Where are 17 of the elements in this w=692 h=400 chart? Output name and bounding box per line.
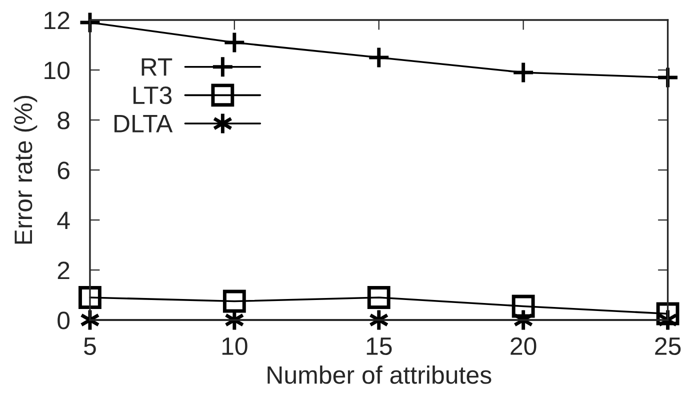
y-axis-title: Error rate (%) bbox=[14, 96, 38, 244]
x-axis-title: Number of attributes bbox=[268, 366, 492, 384]
y-tick-label: 12 bbox=[44, 12, 70, 30]
legend-label: RT bbox=[142, 58, 172, 76]
y-tick-label: 2 bbox=[58, 262, 70, 280]
x-tick-label: 10 bbox=[222, 337, 248, 356]
x-tick-label: 25 bbox=[655, 337, 681, 356]
legend-label: LT3 bbox=[133, 86, 172, 104]
x-tick-label: 20 bbox=[510, 337, 536, 356]
y-tick-label: 10 bbox=[44, 62, 70, 80]
x-tick-label: 15 bbox=[366, 338, 392, 356]
legend-label: DLTA bbox=[114, 115, 173, 132]
y-tick-label: 4 bbox=[57, 212, 70, 230]
x-tick-label: 5 bbox=[84, 338, 96, 356]
y-tick-label: 8 bbox=[58, 112, 70, 130]
y-tick-label: 0 bbox=[58, 312, 70, 330]
y-tick-label: 6 bbox=[58, 162, 70, 180]
